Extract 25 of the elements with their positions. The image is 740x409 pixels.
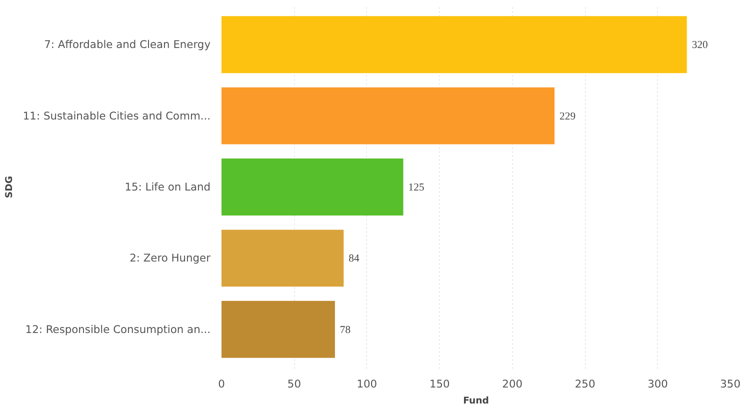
y-tick-label: 11: Sustainable Cities and Comm... [22, 109, 211, 122]
bar [222, 300, 335, 358]
data-label: 320 [692, 40, 708, 52]
x-axis-title: Fund [463, 396, 489, 406]
bar [222, 158, 404, 216]
x-tick-label: 250 [574, 378, 596, 390]
x-tick-label: 300 [648, 378, 668, 390]
y-axis-title: SDG [4, 176, 15, 198]
x-tick-label: 0 [218, 378, 226, 390]
x-tick-label: 50 [287, 378, 302, 390]
bar [222, 16, 687, 74]
x-tick-label: 200 [502, 378, 523, 390]
y-tick-label: 7: Affordable and Clean Energy [44, 38, 210, 52]
data-label: 229 [560, 111, 576, 122]
data-label: 78 [340, 324, 351, 336]
bar [222, 87, 555, 144]
y-tick-label: 2: Zero Hunger [130, 252, 212, 265]
bar [222, 230, 344, 287]
y-tick-label: 15: Life on Land [124, 180, 211, 194]
x-tick-label: 350 [720, 378, 740, 390]
x-tick-label: 100 [356, 378, 378, 390]
x-tick-label: 150 [429, 378, 450, 390]
data-label: 125 [408, 182, 424, 194]
y-tick-label: 12: Responsible Consumption an... [25, 322, 211, 336]
data-label: 84 [348, 254, 360, 265]
